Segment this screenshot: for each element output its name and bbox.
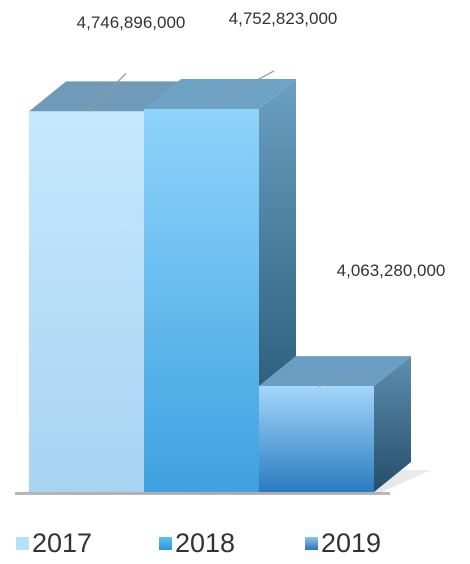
bar-top-2018 [144,78,296,109]
data-label-2018: 4,752,823,000 [229,9,338,28]
bar-side-2019 [374,356,411,492]
data-labels-group: 4,746,896,000 4,752,823,000 4,063,280,000 [77,9,446,387]
leader-line-2018 [203,70,275,110]
bar-side-2018 [259,78,296,387]
leader-line-2017 [88,72,127,112]
chart-floor-edge [15,492,390,495]
legend-swatch-2017 [16,537,29,550]
legend-swatch-2018 [159,537,172,550]
legend-label-2018: 2018 [175,528,236,558]
legend: 2017 2018 2019 [0,528,470,559]
leader-line-2019 [318,367,373,387]
data-label-2017: 4,746,896,000 [77,13,186,32]
bar-top-2017 [29,81,181,112]
legend-item-2018: 2018 [159,528,235,559]
bar-2018 [144,108,259,493]
legend-item-2017: 2017 [16,528,92,559]
legend-label-2019: 2019 [321,528,382,558]
legend-swatch-2019 [305,537,318,550]
bar-top-2019 [259,356,411,387]
bar-2019 [259,386,374,492]
bars-group [29,78,411,493]
bar-2017 [29,111,144,492]
legend-item-2019: 2019 [305,528,381,559]
legend-label-2017: 2017 [32,528,93,558]
data-label-2019: 4,063,280,000 [337,261,446,280]
